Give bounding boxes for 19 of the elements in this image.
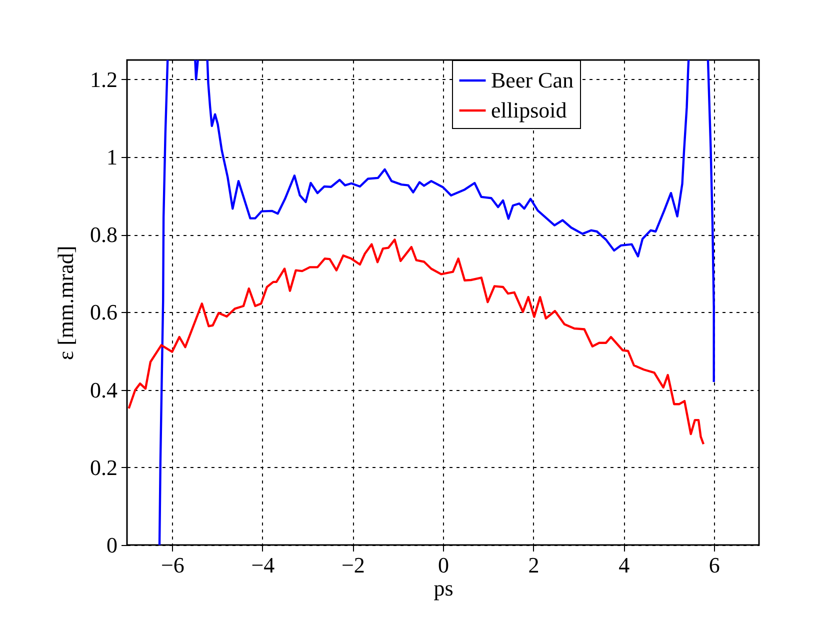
y-tick-label: 0	[106, 532, 118, 558]
y-tick-label: 0.6	[90, 300, 118, 325]
y-tick-label: 0.2	[90, 454, 118, 480]
legend-label: Beer Can	[491, 68, 574, 92]
y-tick-label: 1.2	[90, 66, 118, 92]
y-axis-title: ε [mm.mrad]	[53, 246, 78, 360]
y-tick-label: 1	[106, 144, 118, 170]
x-tick-label: −4	[251, 552, 275, 578]
x-tick-label: −6	[160, 552, 184, 578]
x-tick-label: 0	[438, 552, 449, 578]
x-tick-label: 2	[528, 552, 540, 578]
x-tick-label: −2	[342, 552, 365, 578]
line-series	[128, 238, 705, 446]
legend-label: ellipsoid	[491, 98, 567, 122]
y-tick-label: 0.4	[90, 377, 118, 402]
x-tick-label: 4	[618, 552, 630, 578]
x-tick-label: 6	[708, 552, 720, 578]
y-tick-label: 0.8	[90, 222, 118, 248]
x-axis-title: ps	[434, 576, 454, 600]
